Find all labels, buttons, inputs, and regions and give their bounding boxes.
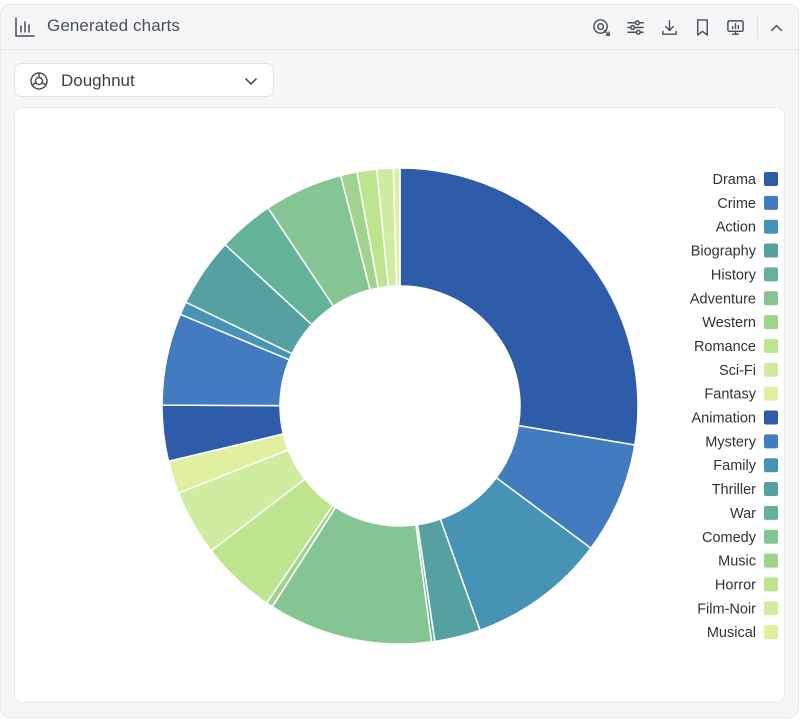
legend-label: Horror: [715, 577, 756, 593]
chart-type-select[interactable]: Doughnut: [14, 63, 274, 97]
chart-type-value: Doughnut: [61, 71, 135, 90]
legend-label: Animation: [692, 411, 756, 427]
toolbar-divider: [757, 15, 758, 39]
chart-settings-button[interactable]: [589, 15, 613, 39]
bookmark-icon: [696, 18, 708, 36]
legend-label: Crime: [717, 196, 756, 212]
legend-label: Family: [713, 458, 756, 474]
legend-swatch[interactable]: [764, 553, 778, 568]
legend-label: Musical: [707, 625, 756, 641]
legend-label: Biography: [691, 244, 757, 260]
legend-swatch[interactable]: [764, 529, 778, 544]
legend-swatch[interactable]: [764, 386, 778, 401]
slice-drama[interactable]: [399, 167, 639, 446]
legend-swatch[interactable]: [764, 338, 778, 353]
legend-label: Sci-Fi: [719, 363, 756, 379]
legend-swatch[interactable]: [764, 219, 778, 234]
legend-swatch[interactable]: [764, 291, 778, 306]
chart-settings-icon: [592, 18, 610, 36]
bookmark-button[interactable]: [690, 15, 714, 39]
legend-swatch[interactable]: [764, 458, 778, 473]
panel-header: Generated charts: [1, 5, 798, 50]
chart-container: Drama Crime Action Biography History Adventur…: [14, 107, 785, 703]
legend-label: Drama: [712, 172, 756, 188]
bar-chart-icon: [15, 17, 35, 37]
legend-label: Action: [716, 220, 756, 236]
legend-swatch[interactable]: [764, 243, 778, 258]
download-icon: [661, 19, 677, 35]
generated-charts-panel: Generated charts: [0, 4, 799, 718]
collapse-button[interactable]: [764, 15, 788, 39]
legend-swatch[interactable]: [764, 315, 778, 330]
chevron-down-icon: [245, 78, 257, 85]
presentation-icon: [726, 19, 744, 35]
slice-musical[interactable]: [392, 167, 401, 287]
filter-sliders-icon: [626, 19, 644, 35]
doughnut-chart-icon: [30, 72, 48, 90]
legend-label: Music: [718, 554, 756, 570]
legend-label: Western: [702, 315, 756, 331]
legend-swatch[interactable]: [764, 267, 778, 282]
page-title: Generated charts: [47, 16, 180, 35]
legend-label: Mystery: [705, 434, 757, 450]
legend-label: War: [730, 506, 756, 522]
legend-swatch[interactable]: [764, 505, 778, 520]
legend-label: Adventure: [690, 291, 756, 307]
legend-swatch[interactable]: [764, 625, 778, 640]
legend-swatch[interactable]: [764, 410, 778, 425]
legend-swatch[interactable]: [764, 172, 778, 186]
legend-swatch[interactable]: [764, 601, 778, 616]
legend-swatch[interactable]: [764, 577, 778, 592]
legend-swatch[interactable]: [764, 362, 778, 377]
legend-label: Film-Noir: [697, 601, 756, 617]
legend-label: Fantasy: [704, 387, 756, 403]
doughnut-chart: Drama Crime Action Biography History Adventur…: [161, 167, 778, 645]
legend-swatch[interactable]: [764, 195, 778, 210]
presentation-button[interactable]: [723, 15, 747, 39]
legend-swatch[interactable]: [764, 482, 778, 497]
legend-label: History: [711, 267, 757, 283]
collapse-icon: [770, 24, 782, 31]
legend-label: Thriller: [712, 482, 756, 498]
legend-label: Comedy: [702, 530, 757, 546]
legend-swatch[interactable]: [764, 434, 778, 449]
legend-label: Romance: [694, 339, 756, 355]
filter-button[interactable]: [623, 15, 647, 39]
download-button[interactable]: [657, 15, 681, 39]
